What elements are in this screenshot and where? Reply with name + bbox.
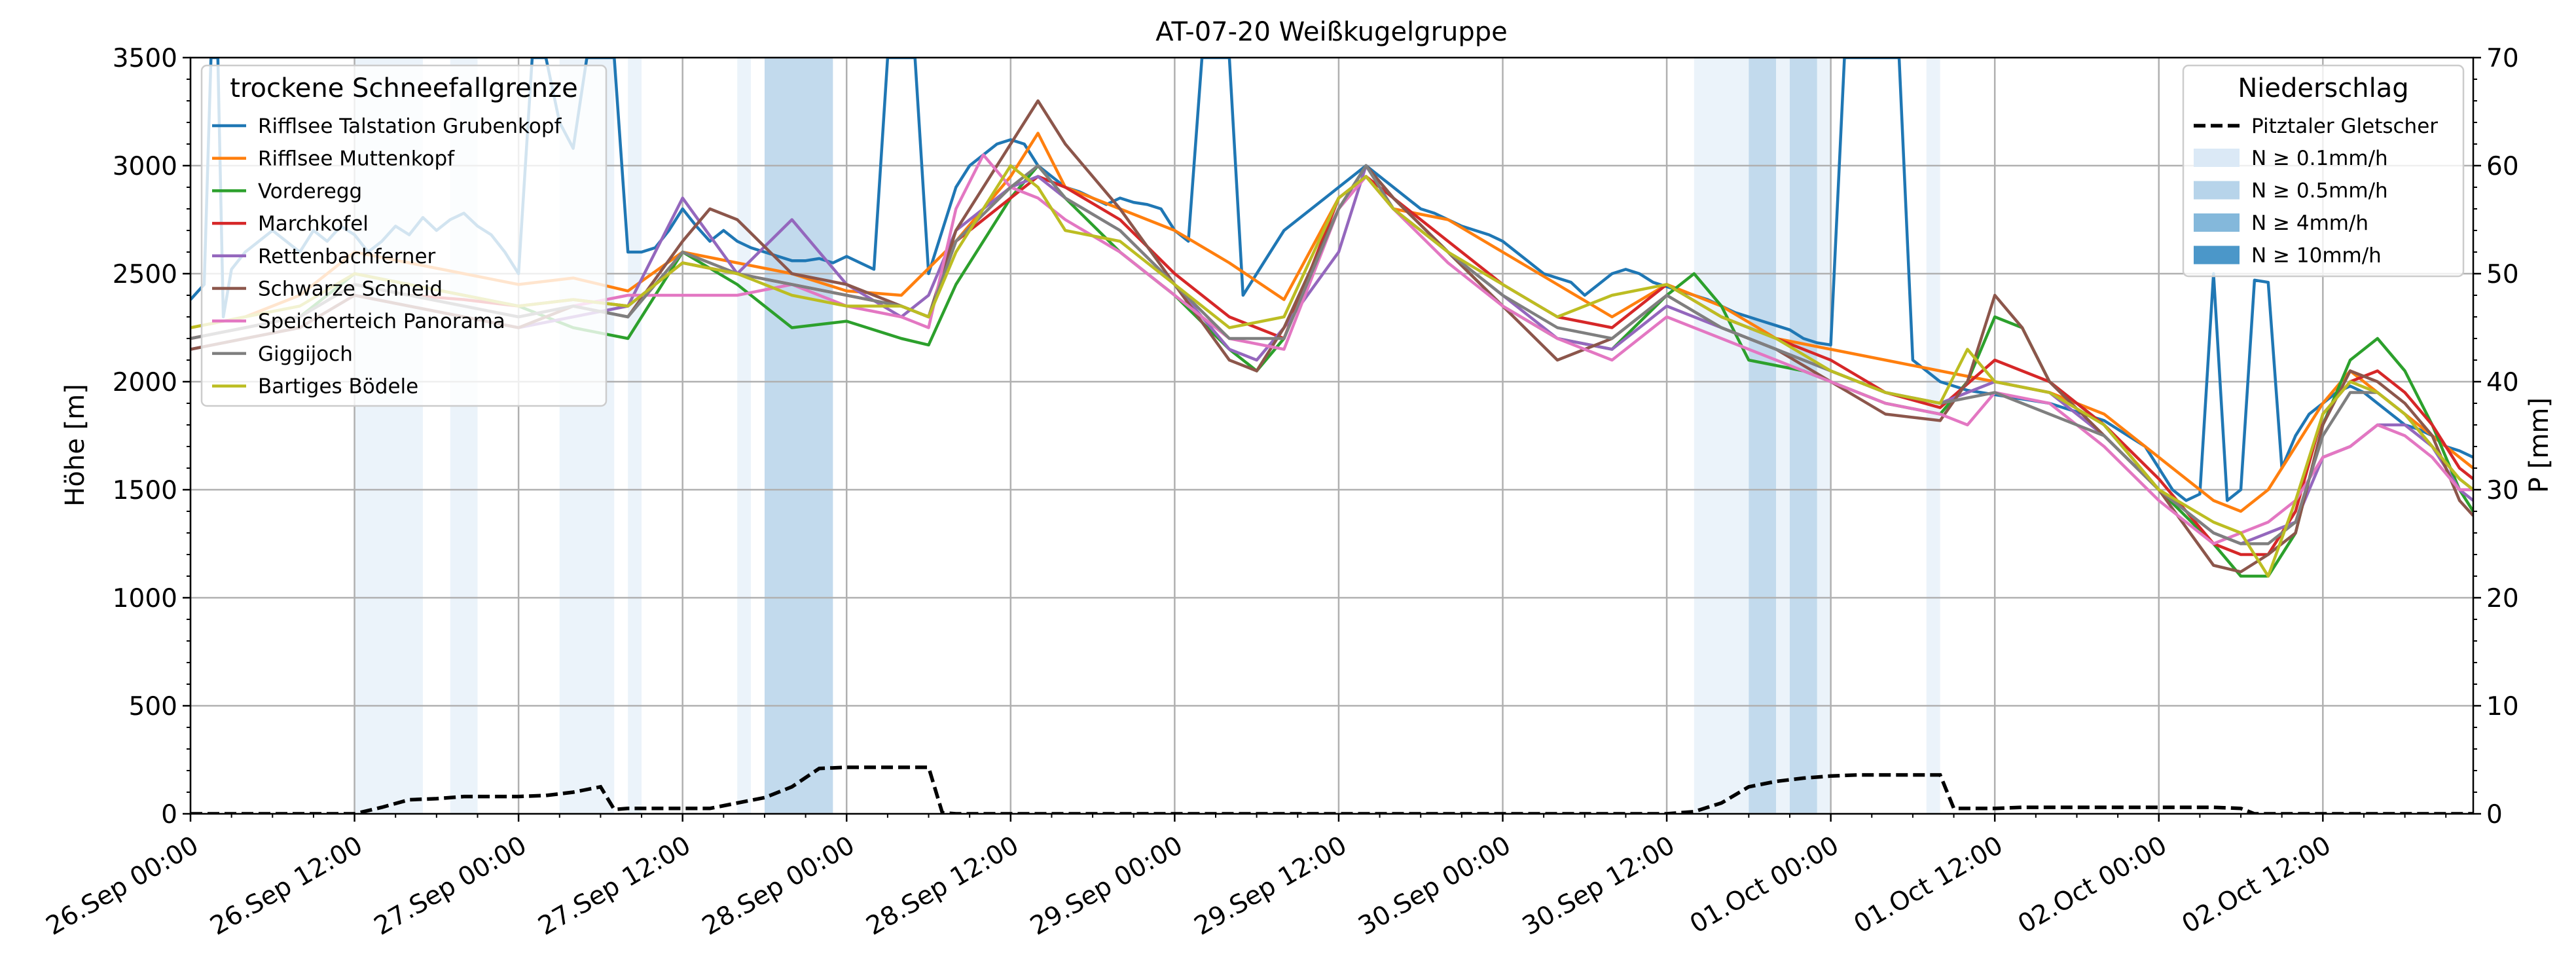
legend-right-title: Niederschlag	[2238, 73, 2408, 103]
legend-left: trockene Schneefallgrenze Rifflsee Talsta…	[200, 64, 608, 407]
y-axis-label: Höhe [m]	[60, 384, 90, 506]
legend-left-label-1: Rifflsee Muttenkopf	[258, 147, 455, 171]
y2-tick-label-5: 50	[2486, 260, 2519, 289]
y-tick-label-2: 1000	[113, 584, 177, 613]
precip-line	[190, 765, 2473, 814]
legend-left-box	[200, 64, 608, 407]
x-tick-label-4: 28.Sep 00:00	[697, 831, 860, 941]
y2-tick-label-7: 70	[2486, 44, 2519, 73]
legend-left-title: trockene Schneefallgrenze	[230, 73, 577, 103]
precip-band-6	[1694, 58, 1749, 814]
series-line-5	[190, 99, 2473, 574]
legend-right: Niederschlag Pitztaler Gletscher N ≥ 0.1mm…	[2182, 64, 2465, 278]
axes-frame	[189, 56, 2475, 815]
chart-title: AT-07-20 Weißkugelgruppe	[1155, 17, 1508, 47]
legend-right-swatch-bin-2	[2194, 213, 2240, 232]
legend-left-label-5: Schwarze Schneid	[258, 278, 443, 301]
precip-band-3	[628, 58, 642, 814]
plot-area	[190, 58, 2473, 814]
x-tick-label-13: 02.Oct 12:00	[2177, 831, 2336, 940]
precip-band-4	[737, 58, 752, 814]
legend-left-label-2: Vorderegg	[258, 179, 362, 203]
series-line-8	[190, 164, 2473, 578]
legend-left-label-6: Speicherteich Panorama	[258, 310, 505, 333]
y2-axis-label: P [mm]	[2524, 397, 2554, 493]
x-tick-label-6: 29.Sep 00:00	[1025, 831, 1188, 941]
legend-right-label-bin-1: N ≥ 0.5mm/h	[2251, 179, 2388, 203]
legend-left-label-8: Bartiges Bödele	[258, 375, 418, 399]
legend-right-label-bin-0: N ≥ 0.1mm/h	[2251, 147, 2388, 170]
legend-right-label-bin-2: N ≥ 4mm/h	[2251, 211, 2368, 235]
x-tick-label-5: 28.Sep 12:00	[862, 831, 1024, 941]
x-tick-label-0: 26.Sep 00:00	[41, 831, 204, 941]
precip-band-8	[1776, 58, 1790, 814]
x-tick-label-11: 01.Oct 12:00	[1849, 831, 2008, 940]
x-tick-label-12: 02.Oct 00:00	[2013, 831, 2172, 940]
y2-tick-label-1: 10	[2486, 692, 2519, 721]
legend-right-label-bin-3: N ≥ 10mm/h	[2251, 244, 2382, 268]
y-tick-label-3: 1500	[113, 476, 177, 505]
legend-left-label-0: Rifflsee Talstation Grubenkopf	[258, 115, 562, 138]
precip-band-7	[1749, 58, 1777, 814]
legend-left-label-4: Rettenbachferner	[258, 245, 436, 268]
x-tick-label-3: 27.Sep 12:00	[534, 831, 696, 941]
x-tick-label-1: 26.Sep 12:00	[206, 831, 368, 941]
y2-tick-label-3: 30	[2486, 476, 2519, 505]
y2-tick-label-4: 40	[2486, 368, 2519, 397]
legend-left-label-7: Giggijoch	[258, 342, 353, 366]
x-tick-label-7: 29.Sep 12:00	[1189, 831, 1352, 941]
legend-right-swatch-bin-1	[2194, 181, 2240, 200]
legend-right-swatch-bin-0	[2194, 149, 2240, 167]
y2-tick-label-6: 60	[2486, 152, 2519, 181]
y2-tick-label-0: 0	[2486, 800, 2503, 830]
x-tick-label-2: 27.Sep 00:00	[369, 831, 532, 941]
legend-right-swatch-bin-3	[2194, 246, 2240, 265]
y-tick-label-1: 500	[129, 692, 177, 721]
y-tick-label-5: 2500	[113, 260, 177, 289]
y2-tick-label-2: 20	[2486, 584, 2519, 613]
legend-right-label-precip: Pitztaler Gletscher	[2251, 115, 2438, 138]
x-tick-label-8: 30.Sep 00:00	[1354, 831, 1516, 941]
x-tick-label-10: 01.Oct 00:00	[1685, 831, 1844, 940]
legend-left-label-3: Marchkofel	[258, 212, 369, 236]
precip-band-9	[1789, 58, 1817, 814]
y-tick-label-4: 2000	[113, 368, 177, 397]
precip-band-5	[764, 58, 833, 814]
precip-band-11	[1926, 58, 1940, 814]
y-tick-label-0: 0	[161, 800, 177, 830]
precip-band-10	[1817, 58, 1831, 814]
x-tick-label-9: 30.Sep 12:00	[1517, 831, 1680, 941]
legend-right-box	[2182, 64, 2465, 278]
y-tick-label-7: 3500	[113, 44, 177, 73]
y-tick-label-6: 3000	[113, 152, 177, 181]
